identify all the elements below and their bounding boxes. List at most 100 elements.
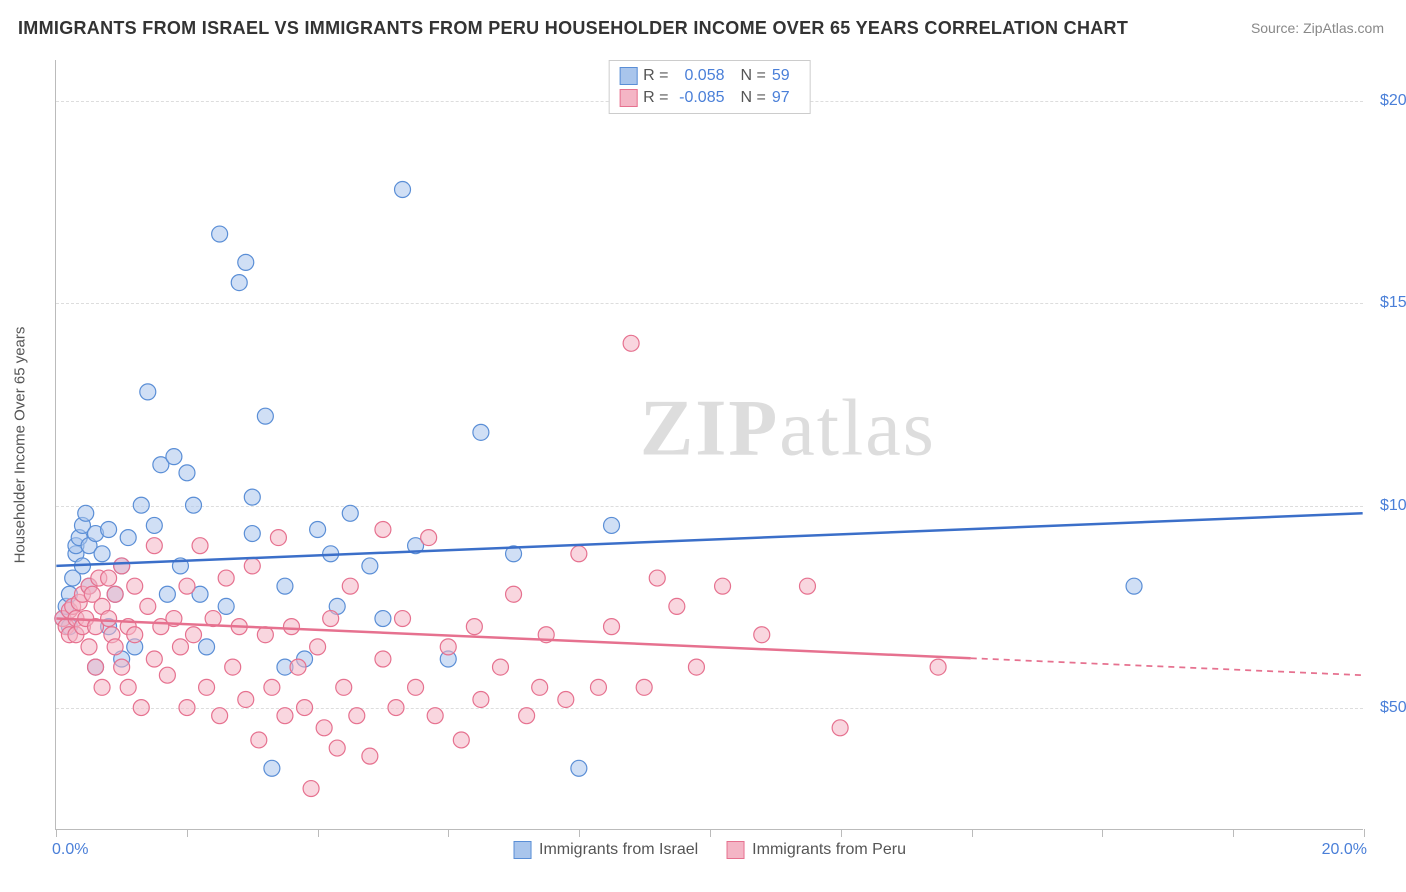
data-point — [107, 639, 123, 655]
stat-n-label: N = — [741, 87, 766, 109]
data-point — [244, 558, 260, 574]
data-point — [688, 659, 704, 675]
data-point — [186, 627, 202, 643]
x-tick — [1233, 829, 1234, 837]
data-point — [388, 700, 404, 716]
data-point — [257, 408, 273, 424]
data-point — [349, 708, 365, 724]
data-point — [290, 659, 306, 675]
data-point — [375, 611, 391, 627]
data-point — [649, 570, 665, 586]
data-point — [146, 538, 162, 554]
data-point — [473, 691, 489, 707]
x-axis-max-label: 20.0% — [1322, 841, 1367, 859]
chart-plot-area: Householder Income Over 65 years $50,000… — [55, 60, 1363, 830]
data-point — [604, 619, 620, 635]
y-tick-label: $100,000 — [1368, 497, 1406, 515]
data-point — [231, 275, 247, 291]
data-point — [114, 558, 130, 574]
data-point — [519, 708, 535, 724]
data-point — [94, 546, 110, 562]
data-point — [395, 611, 411, 627]
data-point — [264, 760, 280, 776]
scatter-plot-svg — [56, 60, 1363, 829]
data-point — [146, 517, 162, 533]
data-point — [238, 691, 254, 707]
data-point — [159, 667, 175, 683]
data-point — [264, 679, 280, 695]
data-point — [493, 659, 509, 675]
legend-swatch — [513, 841, 531, 859]
data-point — [329, 740, 345, 756]
data-point — [94, 679, 110, 695]
data-point — [832, 720, 848, 736]
data-point — [342, 505, 358, 521]
data-point — [212, 226, 228, 242]
data-point — [225, 659, 241, 675]
data-point — [199, 679, 215, 695]
stat-r-value: -0.085 — [675, 87, 725, 109]
data-point — [277, 578, 293, 594]
data-point — [140, 598, 156, 614]
x-tick — [318, 829, 319, 837]
data-point — [146, 651, 162, 667]
data-point — [218, 570, 234, 586]
data-point — [192, 538, 208, 554]
data-point — [251, 732, 267, 748]
x-tick — [1102, 829, 1103, 837]
series-legend: Immigrants from IsraelImmigrants from Pe… — [513, 841, 906, 859]
y-tick-label: $50,000 — [1368, 699, 1406, 717]
data-point — [81, 639, 97, 655]
legend-swatch — [726, 841, 744, 859]
data-point — [120, 530, 136, 546]
data-point — [636, 679, 652, 695]
stat-r-label: R = — [643, 87, 668, 109]
data-point — [101, 570, 117, 586]
data-point — [558, 691, 574, 707]
data-point — [88, 659, 104, 675]
data-point — [669, 598, 685, 614]
data-point — [101, 611, 117, 627]
legend-item: Immigrants from Israel — [513, 841, 698, 859]
data-point — [323, 611, 339, 627]
data-point — [799, 578, 815, 594]
x-tick — [56, 829, 57, 837]
data-point — [362, 558, 378, 574]
data-point — [421, 530, 437, 546]
chart-title: IMMIGRANTS FROM ISRAEL VS IMMIGRANTS FRO… — [18, 18, 1128, 39]
data-point — [303, 781, 319, 797]
data-point — [244, 489, 260, 505]
data-point — [127, 578, 143, 594]
legend-swatch — [619, 67, 637, 85]
data-point — [107, 586, 123, 602]
data-point — [270, 530, 286, 546]
data-point — [297, 700, 313, 716]
legend-swatch — [619, 89, 637, 107]
data-point — [375, 522, 391, 538]
y-tick-label: $200,000 — [1368, 92, 1406, 110]
x-tick — [448, 829, 449, 837]
data-point — [179, 578, 195, 594]
data-point — [120, 679, 136, 695]
stats-legend-row: R = -0.085 N = 97 — [619, 87, 800, 109]
stat-n-value: 97 — [772, 87, 800, 109]
source-attribution: Source: ZipAtlas.com — [1251, 20, 1384, 36]
data-point — [440, 639, 456, 655]
data-point — [179, 465, 195, 481]
x-tick — [1364, 829, 1365, 837]
data-point — [114, 659, 130, 675]
data-point — [571, 760, 587, 776]
data-point — [342, 578, 358, 594]
stats-legend-row: R =0.058N =59 — [619, 65, 800, 87]
data-point — [283, 619, 299, 635]
x-tick — [972, 829, 973, 837]
legend-label: Immigrants from Israel — [539, 841, 698, 859]
data-point — [133, 700, 149, 716]
data-point — [506, 586, 522, 602]
stat-r-value: 0.058 — [675, 65, 725, 87]
y-axis-title: Householder Income Over 65 years — [12, 326, 29, 563]
data-point — [310, 522, 326, 538]
data-point — [186, 497, 202, 513]
stat-n-value: 59 — [772, 65, 800, 87]
data-point — [473, 424, 489, 440]
